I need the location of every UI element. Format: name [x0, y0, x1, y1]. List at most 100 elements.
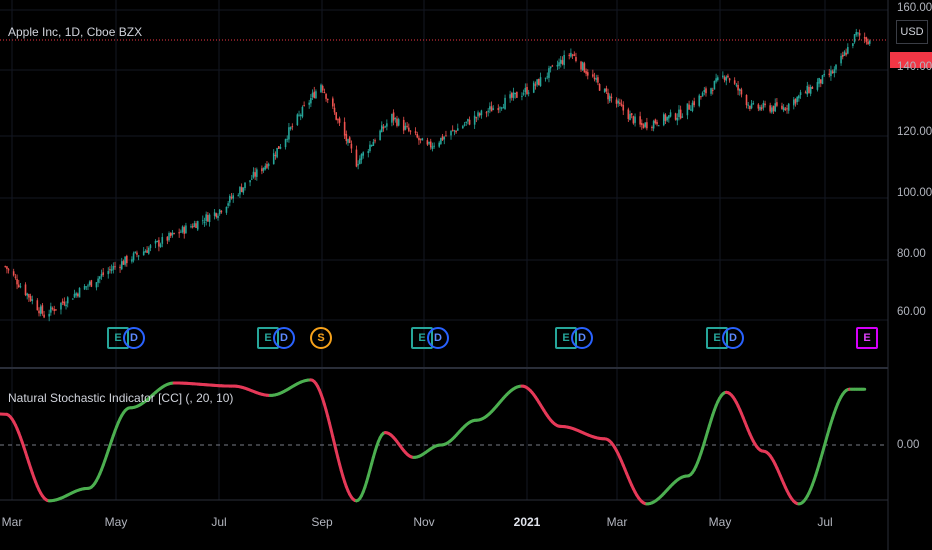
candle-body: [701, 92, 704, 97]
candle-body: [485, 112, 488, 114]
dividend-event-icon[interactable]: D: [427, 327, 449, 349]
indicator-title[interactable]: Natural Stochastic Indicator [CC] (, 20,…: [8, 391, 234, 405]
candle-body: [575, 57, 577, 62]
candle-body: [230, 196, 233, 199]
symbol-title[interactable]: Apple Inc, 1D, Cboe BZX: [8, 25, 143, 39]
candle-body: [159, 244, 162, 248]
candle-body: [642, 124, 645, 129]
candle-body: [453, 130, 456, 132]
candle-body: [102, 272, 104, 275]
candle-body: [267, 163, 270, 167]
candle-body: [97, 278, 99, 283]
candle-body: [409, 130, 412, 132]
candle-body: [549, 66, 552, 69]
candle-body: [39, 306, 42, 314]
candle-body: [4, 266, 7, 268]
candle-body: [168, 233, 170, 241]
candle-body: [392, 112, 395, 121]
candle-body: [14, 276, 17, 278]
candle-body: [750, 103, 753, 109]
candle-body: [276, 147, 278, 158]
currency-label[interactable]: USD: [896, 20, 928, 44]
candle-body: [48, 313, 50, 317]
candle-body: [514, 92, 516, 95]
candle-body: [804, 92, 807, 94]
candle-body: [61, 301, 64, 303]
candle-body: [678, 109, 680, 117]
candle-body: [865, 37, 868, 42]
candle-body: [571, 54, 574, 56]
candle-body: [239, 186, 241, 195]
time-tick-label: Mar: [1, 515, 23, 529]
candle-body: [73, 293, 76, 298]
candle-body: [524, 87, 527, 93]
time-tick-label: May: [104, 515, 128, 529]
candle-body: [382, 126, 385, 129]
time-tick-label: Jul: [817, 515, 833, 529]
candle-body: [264, 165, 267, 170]
candle-body: [830, 70, 832, 77]
candle-body: [31, 299, 34, 302]
candle-body: [727, 75, 729, 78]
candle-body: [781, 105, 783, 109]
dividend-event-icon[interactable]: D: [123, 327, 145, 349]
candle-body: [291, 126, 294, 128]
candle-body: [652, 121, 655, 129]
candle-body: [124, 256, 126, 265]
candle-body: [348, 137, 351, 143]
oscillator-series[interactable]: [0, 378, 867, 506]
candle-body: [137, 255, 140, 257]
candle-body: [863, 37, 866, 39]
candle-body: [41, 305, 44, 314]
candle-body: [749, 105, 751, 110]
dividend-event-icon[interactable]: D: [571, 327, 593, 349]
candle-body: [414, 131, 417, 134]
candle-body: [95, 282, 98, 288]
price-tick-label: 60.00: [897, 306, 926, 318]
candle-body: [112, 266, 115, 270]
candle-body: [220, 210, 223, 213]
candle-body: [691, 102, 694, 111]
candle-body: [272, 153, 275, 165]
candle-body: [570, 52, 572, 57]
candle-body: [429, 141, 432, 148]
dividend-event-icon[interactable]: D: [273, 327, 295, 349]
candle-body: [419, 138, 422, 140]
candle-body: [122, 261, 125, 265]
candle-body: [715, 78, 717, 82]
candlestick-series[interactable]: [4, 28, 871, 322]
candle-body: [619, 102, 621, 105]
candle-body: [705, 88, 707, 94]
candle-body: [796, 96, 798, 102]
candle-body: [397, 119, 400, 126]
candle-body: [828, 73, 831, 75]
candle-body: [787, 103, 790, 111]
candle-body: [522, 93, 525, 95]
candle-body: [598, 84, 601, 91]
candle-body: [811, 87, 814, 89]
candle-body: [512, 92, 515, 98]
candle-body: [820, 79, 822, 84]
candle-body: [465, 121, 468, 123]
candle-body: [809, 86, 812, 94]
candle-body: [240, 187, 243, 192]
candle-body: [369, 144, 371, 152]
candle-body: [16, 279, 18, 285]
split-event-icon[interactable]: S: [310, 327, 332, 349]
candle-body: [477, 112, 479, 117]
candle-body: [136, 252, 138, 255]
upcoming-earnings-icon[interactable]: E: [856, 327, 878, 349]
candle-body: [441, 136, 444, 141]
candle-body: [404, 125, 407, 130]
candle-body: [548, 68, 550, 78]
candle-body: [475, 117, 478, 119]
candle-body: [296, 114, 299, 126]
candle-body: [26, 293, 28, 296]
dividend-event-icon[interactable]: D: [722, 327, 744, 349]
candle-body: [158, 240, 160, 247]
candle-body: [433, 145, 435, 147]
candle-body: [713, 80, 716, 90]
candle-body: [622, 105, 625, 111]
candle-body: [193, 223, 196, 227]
